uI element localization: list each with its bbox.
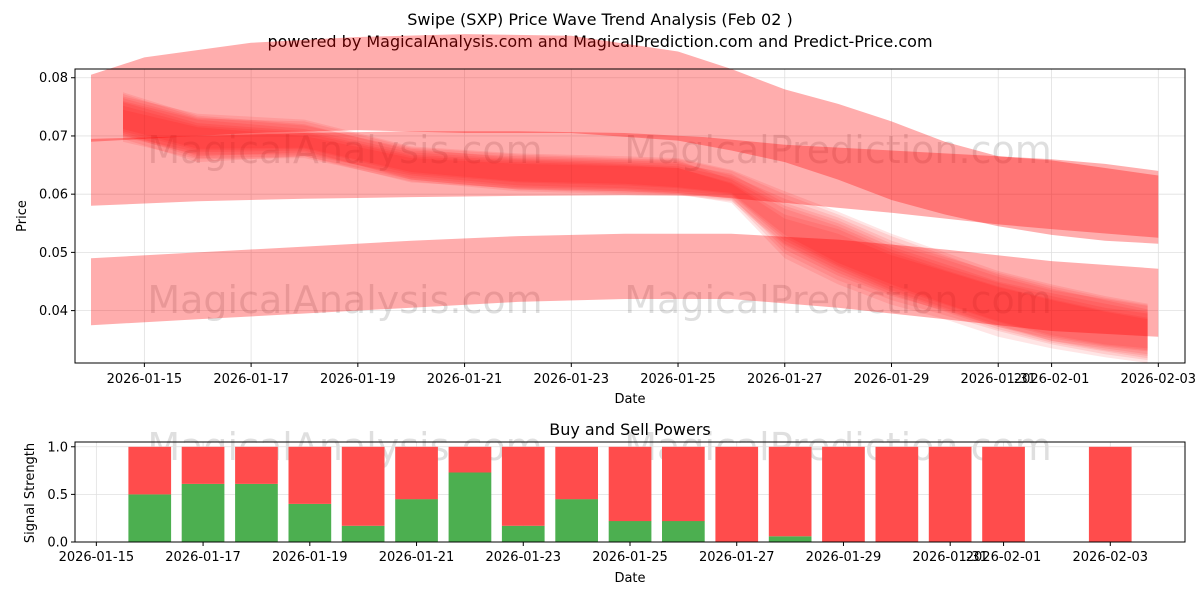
buy-bar <box>501 525 545 542</box>
sell-bar <box>555 446 598 500</box>
price-band-wave-5 <box>123 105 1148 351</box>
powers-axes: 2026-01-15 2026-01-17 2026-01-19 2026-01-21… <box>47 440 1148 565</box>
sell-bar <box>822 446 865 542</box>
buy-bar <box>341 525 385 542</box>
chart-title: Swipe (SXP) Price Wave Trend Analysis (F… <box>407 10 793 29</box>
powers-xtick-label: 2026-01-27 <box>699 550 775 565</box>
buy-bar <box>235 483 278 542</box>
watermark-analysis-top: MagicalAnalysis.com <box>147 128 542 172</box>
price-ylabel: Price <box>15 200 30 232</box>
price-ytick-label: 0.08 <box>39 71 68 86</box>
buy-bar <box>395 499 438 542</box>
powers-bars <box>128 446 1132 542</box>
powers-plot-frame <box>74 441 1186 543</box>
sell-bar <box>875 446 919 542</box>
powers-xtick-label: 2026-01-31 <box>912 550 988 565</box>
sell-bar <box>715 446 759 542</box>
price-xtick-label: 2026-01-29 <box>854 372 930 387</box>
price-xtick-label: 2026-01-15 <box>107 372 183 387</box>
watermark-prediction-mid: MagicalPrediction.com <box>624 278 1052 322</box>
sell-bar <box>501 446 545 526</box>
sell-bar <box>288 446 332 504</box>
powers-ytick-label: 0.5 <box>47 488 68 503</box>
price-ytick-label: 0.06 <box>39 188 68 203</box>
price-bands <box>91 34 1159 364</box>
price-band-wave-7 <box>123 109 1148 349</box>
powers-ylabel: Signal Strength <box>23 443 38 543</box>
price-xtick-label: 2026-02-01 <box>1014 372 1090 387</box>
price-xtick-label: 2026-01-27 <box>747 372 823 387</box>
buy-bar <box>555 499 598 542</box>
sell-bar <box>768 446 812 537</box>
price-xtick-label: 2026-01-21 <box>427 372 503 387</box>
powers-xlabel: Date <box>614 571 645 586</box>
powers-xtick-label: 2026-01-17 <box>165 550 241 565</box>
price-plot-frame <box>74 68 1186 364</box>
powers-xtick-label: 2026-01-29 <box>806 550 882 565</box>
powers-xtick-label: 2026-01-21 <box>379 550 455 565</box>
buy-bar <box>288 503 332 542</box>
price-watermarks: MagicalAnalysis.com MagicalPrediction.co… <box>147 128 1051 322</box>
powers-xtick-label: 2026-01-19 <box>272 550 348 565</box>
sell-bar <box>448 446 492 473</box>
chart-subtitle: powered by MagicalAnalysis.com and Magic… <box>267 32 933 51</box>
sell-bar <box>181 446 225 484</box>
price-band-wave-4 <box>123 102 1148 361</box>
sell-bar <box>928 446 972 542</box>
powers-ytick-label: 1.0 <box>47 440 68 455</box>
sell-bar <box>662 446 705 522</box>
watermark-analysis-mid: MagicalAnalysis.com <box>147 278 542 322</box>
price-band-wave-6 <box>123 94 1148 359</box>
sell-bar <box>1088 446 1132 542</box>
price-band-lower-wide <box>91 233 1159 337</box>
powers-xtick-label: 2026-01-15 <box>59 550 135 565</box>
sell-bar <box>235 446 278 484</box>
price-ytick-label: 0.04 <box>39 304 68 319</box>
sell-bar <box>395 446 438 500</box>
powers-xtick-label: 2026-01-23 <box>485 550 561 565</box>
sell-bar <box>982 446 1025 542</box>
price-xtick-label: 2026-01-23 <box>534 372 610 387</box>
price-band-wave-3 <box>123 98 1148 356</box>
price-axes: 2026-01-15 2026-01-17 2026-01-19 2026-01-21… <box>39 71 1196 387</box>
price-xtick-label: 2026-01-19 <box>320 372 396 387</box>
sell-bar <box>128 446 172 495</box>
buy-bar <box>128 494 172 542</box>
buy-bar <box>448 472 492 542</box>
price-xtick-label: 2026-01-17 <box>213 372 289 387</box>
price-band-upper-wide <box>91 34 1159 244</box>
price-xlabel: Date <box>614 392 645 407</box>
powers-xtick-label: 2026-01-25 <box>592 550 668 565</box>
watermark-prediction-top: MagicalPrediction.com <box>624 128 1052 172</box>
price-xtick-label: 2026-02-03 <box>1121 372 1197 387</box>
price-band-upper-mid <box>91 131 1159 238</box>
buy-bar <box>181 483 225 542</box>
powers-xtick-label: 2026-02-01 <box>966 550 1042 565</box>
sell-bar <box>341 446 385 526</box>
price-xtick-label: 2026-01-31 <box>960 372 1036 387</box>
price-ytick-label: 0.07 <box>39 129 68 144</box>
powers-title: Buy and Sell Powers <box>549 420 711 439</box>
buy-bar <box>768 536 812 542</box>
buy-bar <box>608 521 652 542</box>
powers-ytick-label: 0.0 <box>47 536 68 551</box>
sell-bar <box>608 446 652 522</box>
price-grid <box>75 69 1185 363</box>
price-xtick-label: 2026-01-25 <box>640 372 716 387</box>
buy-bar <box>662 521 705 542</box>
price-band-wave-2 <box>123 101 1148 352</box>
powers-xtick-label: 2026-02-03 <box>1073 550 1149 565</box>
price-ytick-label: 0.05 <box>39 246 68 261</box>
price-band-wave-8 <box>123 96 1148 355</box>
price-band-wave-1 <box>123 92 1148 364</box>
